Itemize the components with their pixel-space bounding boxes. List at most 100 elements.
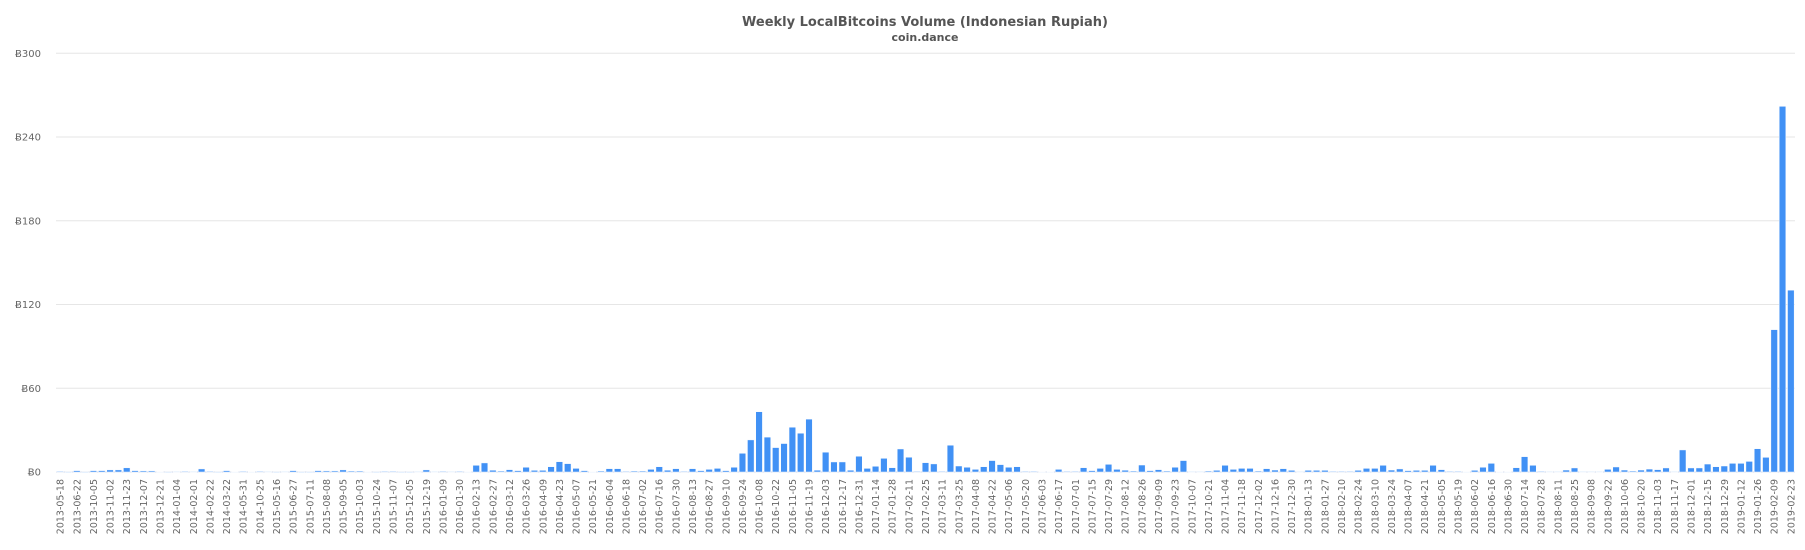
bar[interactable] xyxy=(1146,470,1154,473)
bar[interactable] xyxy=(214,471,222,473)
bar[interactable] xyxy=(605,468,613,473)
bar[interactable] xyxy=(630,470,638,473)
bar[interactable] xyxy=(1229,469,1237,473)
bar[interactable] xyxy=(1446,471,1454,473)
bar[interactable] xyxy=(1687,467,1695,473)
bar[interactable] xyxy=(1254,470,1262,473)
bar[interactable] xyxy=(1154,469,1163,473)
bar[interactable] xyxy=(1662,467,1670,473)
bar[interactable] xyxy=(1404,470,1412,473)
bar[interactable] xyxy=(347,470,355,473)
bar[interactable] xyxy=(131,470,139,473)
bar[interactable] xyxy=(1487,463,1495,473)
bar[interactable] xyxy=(164,471,172,473)
bar[interactable] xyxy=(1787,289,1795,473)
bar[interactable] xyxy=(1529,465,1537,473)
bar[interactable] xyxy=(489,469,497,473)
bar[interactable] xyxy=(1562,469,1570,473)
bar[interactable] xyxy=(1346,471,1354,473)
bar[interactable] xyxy=(89,470,98,473)
bar[interactable] xyxy=(763,436,771,473)
bar[interactable] xyxy=(863,468,871,473)
bar[interactable] xyxy=(813,469,821,473)
bar[interactable] xyxy=(222,470,231,473)
bar[interactable] xyxy=(1512,467,1520,473)
bar[interactable] xyxy=(198,468,206,473)
bar[interactable] xyxy=(1720,465,1728,473)
bar[interactable] xyxy=(1537,471,1545,473)
bar[interactable] xyxy=(1637,469,1645,473)
bar[interactable] xyxy=(1030,471,1038,473)
bar[interactable] xyxy=(838,461,846,473)
bar[interactable] xyxy=(1587,471,1595,473)
bar[interactable] xyxy=(1554,471,1562,473)
bar[interactable] xyxy=(1462,471,1470,473)
bar[interactable] xyxy=(697,470,705,473)
bar[interactable] xyxy=(1579,471,1587,473)
bar[interactable] xyxy=(580,470,588,473)
bar[interactable] xyxy=(963,467,971,473)
bar[interactable] xyxy=(1629,470,1637,473)
bar[interactable] xyxy=(406,471,414,473)
bar[interactable] xyxy=(747,439,755,473)
bar[interactable] xyxy=(780,443,788,473)
bar[interactable] xyxy=(1263,468,1271,473)
bar[interactable] xyxy=(639,470,647,473)
bar[interactable] xyxy=(98,470,106,473)
bar[interactable] xyxy=(1088,470,1096,473)
bar[interactable] xyxy=(822,451,830,473)
bar[interactable] xyxy=(1762,457,1770,473)
bar[interactable] xyxy=(231,471,239,473)
bar[interactable] xyxy=(1504,471,1512,473)
bar[interactable] xyxy=(1279,468,1287,473)
bar[interactable] xyxy=(713,468,722,473)
bar[interactable] xyxy=(1712,466,1720,473)
bar[interactable] xyxy=(788,426,796,473)
bar[interactable] xyxy=(1421,470,1429,473)
bar[interactable] xyxy=(1138,464,1146,473)
bar[interactable] xyxy=(1479,467,1487,473)
bar[interactable] xyxy=(381,471,389,473)
bar[interactable] xyxy=(1163,470,1171,473)
bar[interactable] xyxy=(1238,468,1246,473)
bar[interactable] xyxy=(181,471,189,473)
bar[interactable] xyxy=(331,470,339,473)
bar[interactable] xyxy=(514,470,522,473)
bar[interactable] xyxy=(663,469,672,473)
bar[interactable] xyxy=(555,461,563,473)
bar[interactable] xyxy=(913,471,921,473)
bar[interactable] xyxy=(1129,470,1138,473)
bar[interactable] xyxy=(156,471,164,473)
bar[interactable] xyxy=(888,467,896,473)
bar[interactable] xyxy=(847,469,855,473)
bar[interactable] xyxy=(497,470,505,473)
bar[interactable] xyxy=(1654,469,1662,473)
bar[interactable] xyxy=(1379,465,1387,473)
bar[interactable] xyxy=(1288,470,1296,473)
bar[interactable] xyxy=(1296,471,1304,473)
bar[interactable] xyxy=(1071,471,1079,473)
bar[interactable] xyxy=(139,470,147,473)
bar[interactable] xyxy=(1412,470,1420,473)
bar[interactable] xyxy=(189,471,197,473)
bar[interactable] xyxy=(1604,469,1612,473)
bar[interactable] xyxy=(1113,469,1121,473)
bar[interactable] xyxy=(938,471,946,473)
bar[interactable] xyxy=(614,468,622,473)
bar[interactable] xyxy=(1437,469,1445,473)
bar[interactable] xyxy=(264,471,272,473)
bar[interactable] xyxy=(655,466,663,473)
bar[interactable] xyxy=(530,470,539,473)
bar[interactable] xyxy=(1612,466,1620,473)
bar[interactable] xyxy=(930,463,938,473)
bar[interactable] xyxy=(722,470,730,473)
bar[interactable] xyxy=(1329,471,1337,473)
bar[interactable] xyxy=(1670,471,1678,473)
bar[interactable] xyxy=(564,463,572,473)
bar[interactable] xyxy=(1179,460,1188,473)
bar[interactable] xyxy=(905,456,913,473)
bar[interactable] xyxy=(755,411,763,473)
bar[interactable] xyxy=(447,471,455,473)
bar[interactable] xyxy=(339,469,347,473)
bar[interactable] xyxy=(472,465,480,473)
